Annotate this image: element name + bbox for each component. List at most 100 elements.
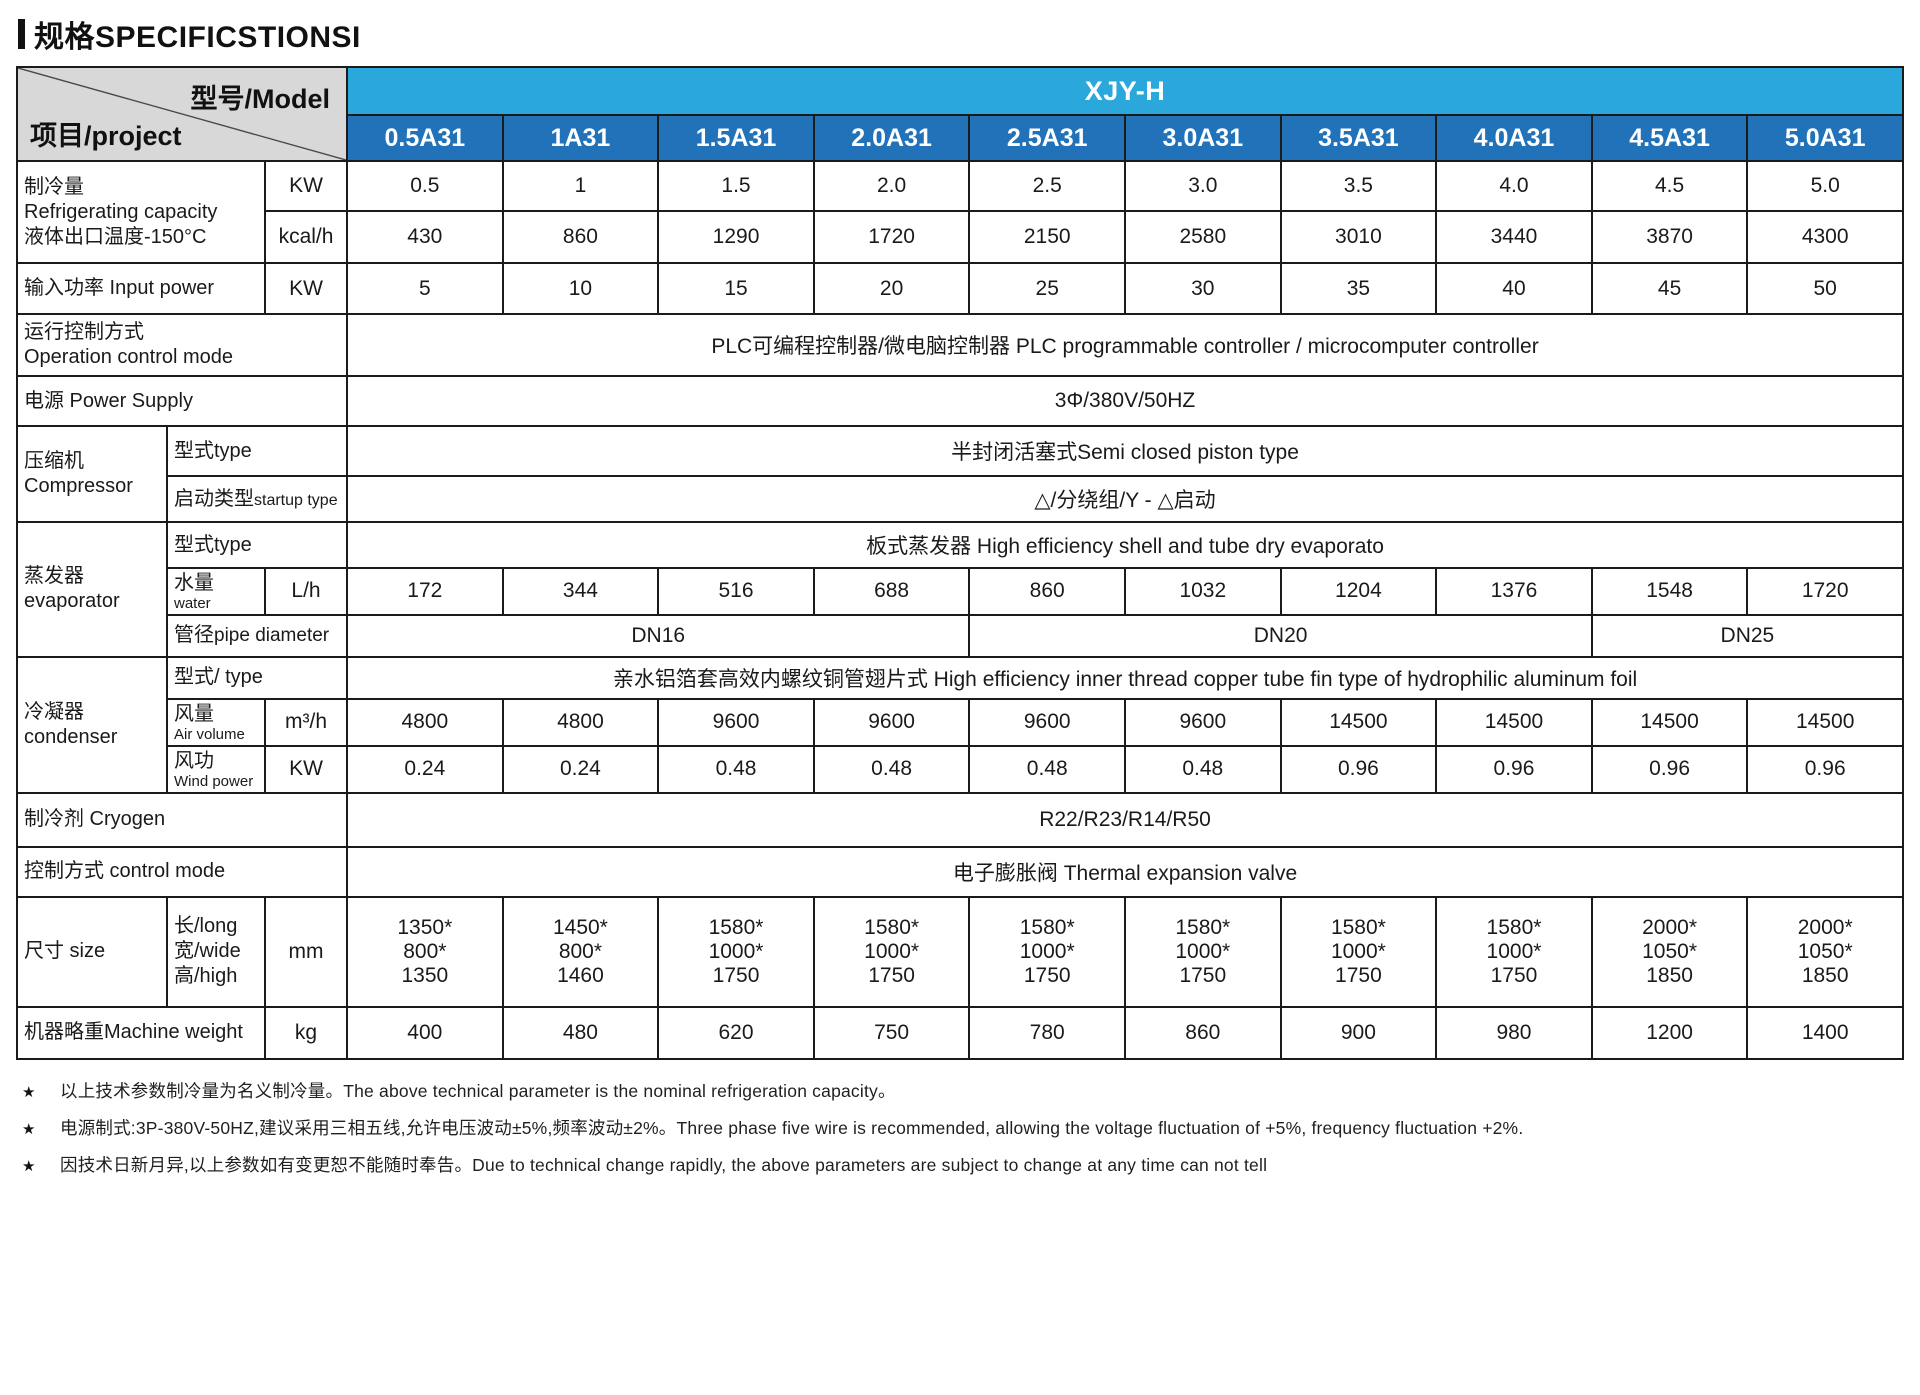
value-cell: 1400	[1746, 1005, 1904, 1060]
value-cell: 3440	[1435, 210, 1593, 264]
value-cell: 0.96	[1746, 744, 1904, 794]
footnote-star-icon: ★	[22, 1120, 36, 1138]
value-cell: 2580	[1124, 210, 1282, 264]
row-capacity-kw: 制冷量 Refrigerating capacity 液体出口温度-150°C …	[16, 160, 1904, 264]
value-cell: 750	[812, 1005, 971, 1060]
wind-power-label-en: Wind power	[174, 772, 254, 790]
row-operation-mode: 运行控制方式 Operation control mode PLC可编程控制器/…	[15, 313, 1904, 377]
value-cell: 45	[1590, 262, 1749, 315]
compressor-startup-label: 启动类型startup type	[165, 475, 349, 523]
pipe-group-dn16: DN16	[346, 613, 971, 658]
value-cell: 5.0	[1746, 160, 1904, 212]
operation-mode-value: PLC可编程控制器/微电脑控制器 PLC programmable contro…	[346, 313, 1904, 377]
corner-cell: 型号/Model 项目/project	[15, 66, 349, 162]
value-cell: 1290	[657, 210, 815, 264]
value-cell: 4300	[1746, 210, 1904, 264]
air-volume-label: 风量 Air volume	[166, 697, 266, 747]
row-power-supply: 电源 Power Supply 3Φ/380V/50HZ	[15, 375, 1904, 427]
value-cell: 10	[501, 262, 660, 315]
value-cell: 0.48	[657, 744, 815, 794]
water-label-en: water	[174, 595, 211, 612]
control-mode-value: 电子膨胀阀 Thermal expansion valve	[346, 845, 1904, 898]
cryogen-label: 制冷剂 Cryogen	[15, 791, 349, 848]
pipe-label-zh: 管径	[174, 624, 214, 647]
value-cell: 25	[968, 262, 1126, 315]
corner-project-label: 项目/project	[30, 121, 182, 151]
value-cell: 0.24	[501, 744, 660, 794]
value-cell: 1032	[1124, 567, 1282, 616]
power-supply-label: 电源 Power Supply	[15, 375, 349, 427]
footnote: ★ 因技术日新月异,以上参数如有变更恕不能随时奉告。Due to technic…	[22, 1152, 1904, 1177]
capacity-label: 制冷量 Refrigerating capacity 液体出口温度-150°C	[16, 160, 266, 264]
value-cell: 430	[346, 210, 504, 264]
header-row-series: 型号/Model 项目/project XJY-H	[15, 66, 1904, 162]
value-cell: 0.48	[812, 744, 971, 794]
value-cell: 4800	[501, 697, 660, 747]
value-cell: 516	[657, 567, 815, 616]
condenser-type-label: 型式/ type	[165, 655, 349, 700]
value-cell: 1350* 800* 1350	[346, 895, 504, 1008]
value-cell: 4800	[346, 697, 504, 747]
model-header: 0.5A31	[346, 114, 504, 162]
value-cell: 780	[968, 1005, 1126, 1060]
model-header: 3.0A31	[1124, 114, 1282, 162]
value-cell: 4.5	[1590, 160, 1749, 212]
value-cell: 30	[1124, 262, 1282, 315]
compressor-label: 压缩机 Compressor	[16, 425, 168, 523]
row-input-power: 输入功率 Input power KW 5 10 15 20 25 30 35 …	[16, 262, 1904, 315]
wind-power-unit: KW	[263, 744, 349, 794]
size-label: 尺寸 size	[16, 895, 168, 1008]
water-unit: L/h	[263, 567, 349, 616]
value-cell: 40	[1435, 262, 1593, 315]
value-cell: 1580* 1000* 1750	[812, 895, 971, 1008]
corner-model-label: 型号/Model	[190, 84, 331, 114]
size-dims-label: 长/long 宽/wide 高/high	[166, 895, 266, 1008]
row-condenser-wind-power: 风功 Wind power KW 0.24 0.24 0.48 0.48 0.4…	[17, 744, 1904, 794]
water-label-zh: 水量	[174, 572, 214, 594]
value-cell: 1580* 1000* 1750	[1124, 895, 1282, 1008]
value-cell: 688	[812, 567, 971, 616]
value-cell: 20	[812, 262, 971, 315]
value-cell: 3.5	[1279, 160, 1438, 212]
footnote-star-icon: ★	[22, 1157, 36, 1175]
pipe-group-dn20: DN20	[968, 613, 1593, 658]
value-cell: 9600	[968, 697, 1126, 747]
input-power-unit: KW	[263, 262, 349, 315]
page-title: 规格SPECIFICSTIONSI	[18, 12, 1904, 56]
value-cell: 4.0	[1435, 160, 1593, 212]
row-condenser-type: 冷凝器 condenser 型式/ type 亲水铝箔套高效内螺纹铜管翅片式 H…	[16, 655, 1904, 794]
row-evaporator-type: 蒸发器 evaporator 型式type 板式蒸发器 High efficie…	[16, 521, 1904, 658]
value-cell: 50	[1746, 262, 1904, 315]
input-power-label: 输入功率 Input power	[16, 262, 266, 315]
value-cell: 2150	[968, 210, 1126, 264]
footnote-text: 因技术日新月异,以上参数如有变更恕不能随时奉告。Due to technical…	[60, 1154, 1268, 1175]
value-cell: 2000* 1050* 1850	[1746, 895, 1904, 1008]
operation-mode-label: 运行控制方式 Operation control mode	[15, 313, 349, 377]
compressor-type-label: 型式type	[165, 425, 349, 477]
value-cell: 2000* 1050* 1850	[1590, 895, 1749, 1008]
footnote: ★ 以上技术参数制冷量为名义制冷量。The above technical pa…	[22, 1078, 1904, 1103]
air-volume-label-en: Air volume	[174, 725, 245, 743]
footnotes: ★ 以上技术参数制冷量为名义制冷量。The above technical pa…	[22, 1078, 1904, 1177]
value-cell: 0.5	[346, 160, 504, 212]
footnote-text: 电源制式:3P-380V-50HZ,建议采用三相五线,允许电压波动±5%,频率波…	[60, 1117, 1524, 1138]
value-cell: 9600	[1124, 697, 1282, 747]
cryogen-value: R22/R23/R14/R50	[346, 791, 1904, 848]
value-cell: 3.0	[1124, 160, 1282, 212]
value-cell: 2.5	[968, 160, 1126, 212]
value-cell: 0.48	[968, 744, 1126, 794]
value-cell: 480	[501, 1005, 660, 1060]
value-cell: 14500	[1279, 697, 1438, 747]
value-cell: 1580* 1000* 1750	[1279, 895, 1438, 1008]
row-condenser-air-volume: 风量 Air volume m³/h 4800 4800 9600 9600 9…	[17, 697, 1904, 747]
capacity-kcal-unit: kcal/h	[263, 210, 349, 264]
title-accent-bar	[18, 19, 25, 49]
compressor-type-value: 半封闭活塞式Semi closed piston type	[346, 425, 1904, 477]
model-header: 1A31	[501, 114, 660, 162]
value-cell: 1548	[1590, 567, 1749, 616]
value-cell: 5	[346, 262, 504, 315]
value-cell: 0.96	[1279, 744, 1438, 794]
control-mode-label: 控制方式 control mode	[15, 845, 349, 898]
value-cell: 900	[1279, 1005, 1438, 1060]
value-cell: 0.96	[1435, 744, 1593, 794]
